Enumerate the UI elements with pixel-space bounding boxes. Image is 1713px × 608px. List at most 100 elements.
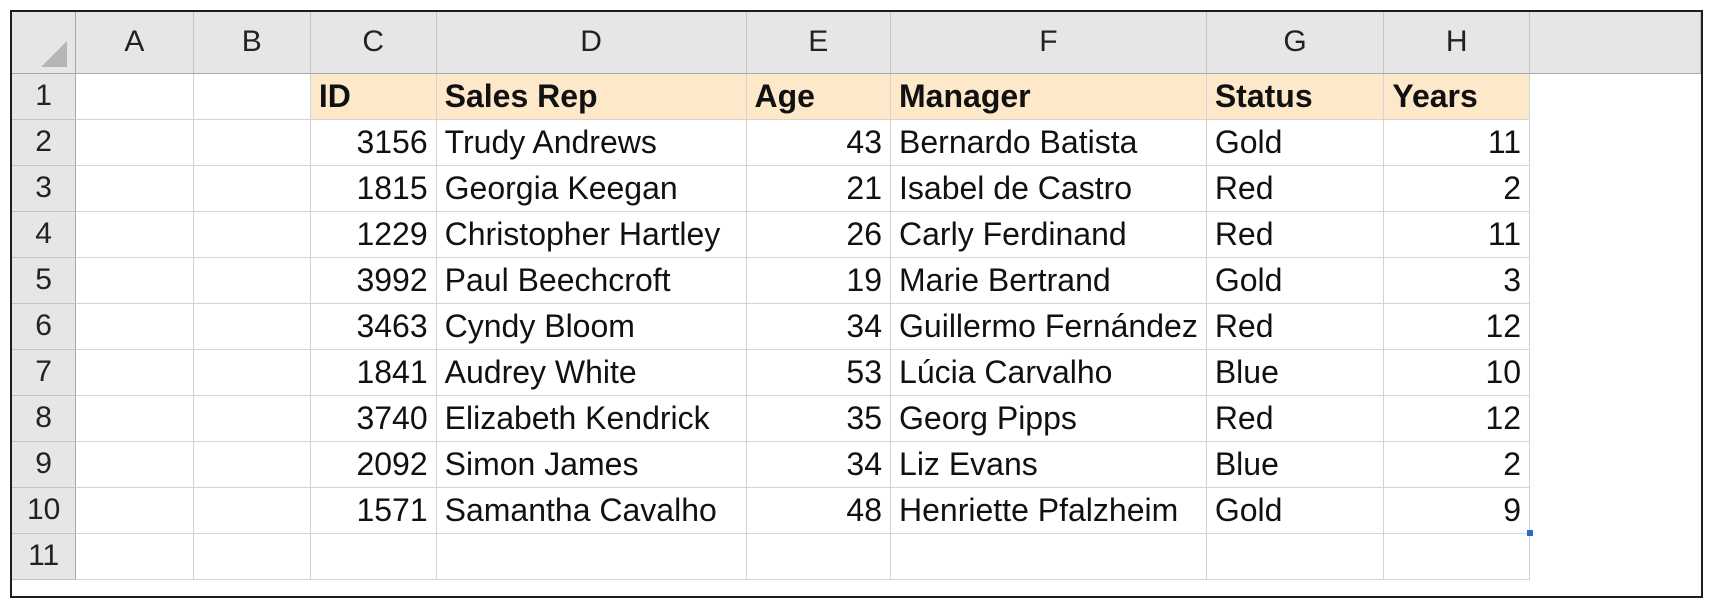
header-cell-id[interactable]: ID xyxy=(310,73,437,120)
column-header-c[interactable]: C xyxy=(310,12,437,74)
cell-manager[interactable]: Lúcia Carvalho xyxy=(890,349,1207,396)
cell-b6[interactable] xyxy=(193,303,311,350)
spreadsheet-grid[interactable]: A B C D E F G H 1 ID Sales Rep Age Manag… xyxy=(10,10,1703,598)
cell-status[interactable]: Red xyxy=(1206,303,1385,350)
cell-status[interactable]: Blue xyxy=(1206,441,1385,488)
column-header-e[interactable]: E xyxy=(746,12,892,74)
column-header-a[interactable]: A xyxy=(75,12,194,74)
cell-manager[interactable]: Guillermo Fernández xyxy=(890,303,1207,350)
column-header-h[interactable]: H xyxy=(1383,12,1531,74)
cell-age[interactable]: 35 xyxy=(746,395,892,442)
cell-b8[interactable] xyxy=(193,395,311,442)
cell-age[interactable]: 34 xyxy=(746,303,892,350)
cell-row-11[interactable] xyxy=(436,533,747,580)
cell-a10[interactable] xyxy=(75,487,194,534)
header-cell-sales-rep[interactable]: Sales Rep xyxy=(436,73,747,120)
cell-years[interactable]: 9 xyxy=(1383,487,1531,534)
cell-years[interactable]: 2 xyxy=(1383,441,1531,488)
row-header-7[interactable]: 7 xyxy=(12,349,77,396)
cell-years[interactable]: 3 xyxy=(1383,257,1531,304)
cell-a4[interactable] xyxy=(75,211,194,258)
cell-sales-rep[interactable]: Trudy Andrews xyxy=(436,119,747,166)
cell-row-11[interactable] xyxy=(1383,533,1531,580)
row-header-3[interactable]: 3 xyxy=(12,165,77,212)
cell-a9[interactable] xyxy=(75,441,194,488)
cell-years[interactable]: 12 xyxy=(1383,395,1531,442)
cell-a6[interactable] xyxy=(75,303,194,350)
cell-id[interactable]: 3463 xyxy=(310,303,437,350)
cell-id[interactable]: 3740 xyxy=(310,395,437,442)
cell-manager[interactable]: Bernardo Batista xyxy=(890,119,1207,166)
cell-years[interactable]: 2 xyxy=(1383,165,1531,212)
cell-sales-rep[interactable]: Audrey White xyxy=(436,349,747,396)
cell-status[interactable]: Red xyxy=(1206,395,1385,442)
cell-id[interactable]: 1841 xyxy=(310,349,437,396)
cell-age[interactable]: 21 xyxy=(746,165,892,212)
cell-b3[interactable] xyxy=(193,165,311,212)
header-cell-manager[interactable]: Manager xyxy=(890,73,1207,120)
row-header-6[interactable]: 6 xyxy=(12,303,77,350)
cell-a1[interactable] xyxy=(75,73,194,120)
cell-b10[interactable] xyxy=(193,487,311,534)
cell-a2[interactable] xyxy=(75,119,194,166)
cell-row-11[interactable] xyxy=(75,533,194,580)
cell-row-11[interactable] xyxy=(890,533,1207,580)
cell-age[interactable]: 53 xyxy=(746,349,892,396)
cell-age[interactable]: 26 xyxy=(746,211,892,258)
cell-b4[interactable] xyxy=(193,211,311,258)
column-header-f[interactable]: F xyxy=(890,12,1207,74)
cell-status[interactable]: Red xyxy=(1206,165,1385,212)
cell-a3[interactable] xyxy=(75,165,194,212)
cell-sales-rep[interactable]: Georgia Keegan xyxy=(436,165,747,212)
cell-row-11[interactable] xyxy=(310,533,437,580)
cell-manager[interactable]: Liz Evans xyxy=(890,441,1207,488)
cell-a5[interactable] xyxy=(75,257,194,304)
cell-years[interactable]: 10 xyxy=(1383,349,1531,396)
cell-row-11[interactable] xyxy=(1206,533,1385,580)
header-cell-age[interactable]: Age xyxy=(746,73,892,120)
cell-age[interactable]: 43 xyxy=(746,119,892,166)
cell-row-11[interactable] xyxy=(746,533,892,580)
cell-status[interactable]: Gold xyxy=(1206,257,1385,304)
select-all-corner[interactable] xyxy=(12,12,77,74)
cell-years[interactable]: 11 xyxy=(1383,211,1531,258)
cell-age[interactable]: 34 xyxy=(746,441,892,488)
cell-status[interactable]: Blue xyxy=(1206,349,1385,396)
row-header-9[interactable]: 9 xyxy=(12,441,77,488)
cell-a8[interactable] xyxy=(75,395,194,442)
cell-a7[interactable] xyxy=(75,349,194,396)
row-header-8[interactable]: 8 xyxy=(12,395,77,442)
row-header-4[interactable]: 4 xyxy=(12,211,77,258)
row-header-2[interactable]: 2 xyxy=(12,119,77,166)
cell-b2[interactable] xyxy=(193,119,311,166)
cell-status[interactable]: Red xyxy=(1206,211,1385,258)
column-header-g[interactable]: G xyxy=(1206,12,1385,74)
cell-row-11[interactable] xyxy=(193,533,311,580)
cell-id[interactable]: 1571 xyxy=(310,487,437,534)
cell-years[interactable]: 11 xyxy=(1383,119,1531,166)
cell-id[interactable]: 3156 xyxy=(310,119,437,166)
column-header-b[interactable]: B xyxy=(193,12,311,74)
header-cell-years[interactable]: Years xyxy=(1383,73,1531,120)
row-header-10[interactable]: 10 xyxy=(12,487,77,534)
cell-b1[interactable] xyxy=(193,73,311,120)
cell-age[interactable]: 48 xyxy=(746,487,892,534)
cell-id[interactable]: 1815 xyxy=(310,165,437,212)
cell-id[interactable]: 2092 xyxy=(310,441,437,488)
cell-manager[interactable]: Isabel de Castro xyxy=(890,165,1207,212)
cell-manager[interactable]: Georg Pipps xyxy=(890,395,1207,442)
cell-b5[interactable] xyxy=(193,257,311,304)
cell-sales-rep[interactable]: Elizabeth Kendrick xyxy=(436,395,747,442)
cell-sales-rep[interactable]: Samantha Cavalho xyxy=(436,487,747,534)
cell-sales-rep[interactable]: Christopher Hartley xyxy=(436,211,747,258)
cell-sales-rep[interactable]: Cyndy Bloom xyxy=(436,303,747,350)
column-header-d[interactable]: D xyxy=(436,12,747,74)
cell-manager[interactable]: Henriette Pfalzheim xyxy=(890,487,1207,534)
row-header-11[interactable]: 11 xyxy=(12,533,77,580)
cell-manager[interactable]: Marie Bertrand xyxy=(890,257,1207,304)
row-header-1[interactable]: 1 xyxy=(12,73,77,120)
cell-status[interactable]: Gold xyxy=(1206,487,1385,534)
row-header-5[interactable]: 5 xyxy=(12,257,77,304)
header-cell-status[interactable]: Status xyxy=(1206,73,1385,120)
fill-handle[interactable] xyxy=(1526,530,1533,536)
